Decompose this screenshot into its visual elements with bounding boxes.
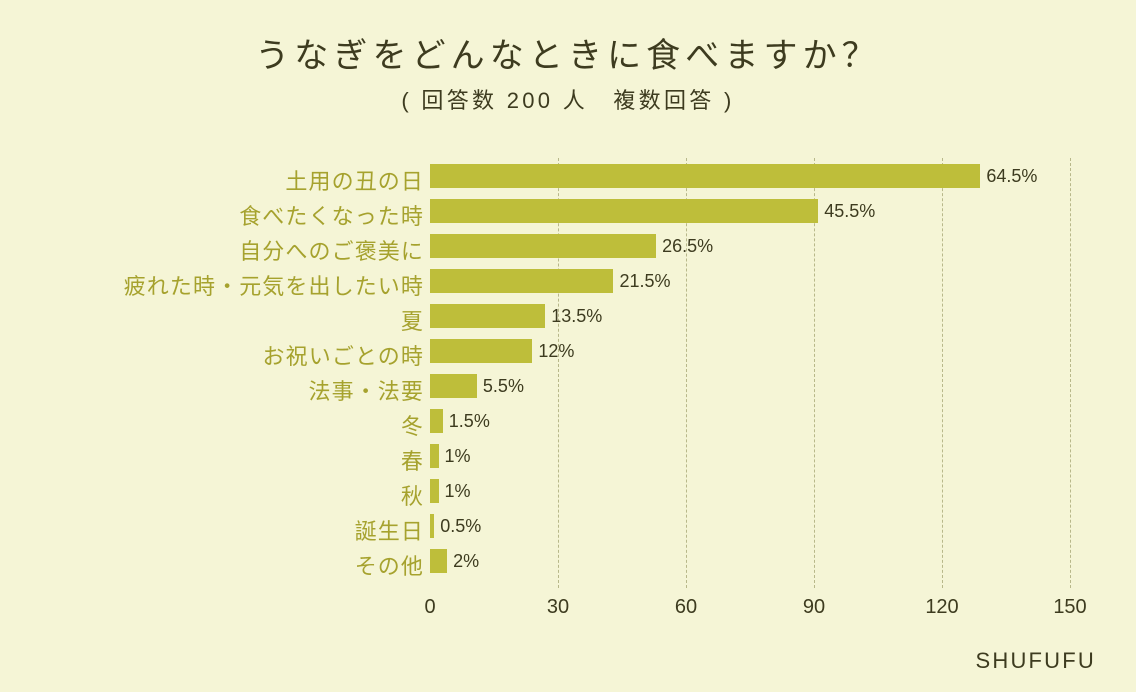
bar-row: 夏13.5% xyxy=(0,302,1136,330)
bar-row: 誕生日0.5% xyxy=(0,512,1136,540)
value-label: 5.5% xyxy=(483,376,524,397)
bar-row: 自分へのご褒美に26.5% xyxy=(0,232,1136,260)
category-label: 土用の丑の日 xyxy=(285,164,424,196)
x-tick-label: 0 xyxy=(424,596,435,619)
bar xyxy=(430,164,980,188)
chart-area: 土用の丑の日64.5%食べたくなった時45.5%自分へのご褒美に26.5%疲れた… xyxy=(0,158,1136,628)
category-label: 法事・法要 xyxy=(308,374,424,406)
bar xyxy=(430,234,656,258)
footer-credit: SHUFUFU xyxy=(975,648,1096,674)
category-label: 秋 xyxy=(401,479,424,511)
x-tick-label: 60 xyxy=(675,596,697,619)
category-label: 冬 xyxy=(401,409,424,441)
bar-row: 土用の丑の日64.5% xyxy=(0,162,1136,190)
bar-row: 秋1% xyxy=(0,477,1136,505)
value-label: 45.5% xyxy=(824,201,875,222)
bar xyxy=(430,199,818,223)
bar xyxy=(430,269,613,293)
bar xyxy=(430,479,439,503)
category-label: 誕生日 xyxy=(355,514,424,546)
x-tick-label: 30 xyxy=(547,596,569,619)
value-label: 2% xyxy=(453,551,479,572)
bar xyxy=(430,444,439,468)
bar xyxy=(430,549,447,573)
value-label: 1.5% xyxy=(449,411,490,432)
value-label: 12% xyxy=(538,341,574,362)
bar-row: 冬1.5% xyxy=(0,407,1136,435)
value-label: 26.5% xyxy=(662,236,713,257)
category-label: お祝いごとの時 xyxy=(263,339,424,371)
chart-subtitle: ( 回答数 200 人 複数回答 ) xyxy=(0,83,1136,115)
value-label: 13.5% xyxy=(551,306,602,327)
value-label: 21.5% xyxy=(619,271,670,292)
bar-row: 疲れた時・元気を出したい時21.5% xyxy=(0,267,1136,295)
value-label: 1% xyxy=(445,481,471,502)
x-tick-label: 120 xyxy=(925,596,958,619)
chart-title: うなぎをどんなときに食べますか？ xyxy=(0,28,1136,77)
x-tick-label: 90 xyxy=(803,596,825,619)
value-label: 64.5% xyxy=(986,166,1037,187)
bar-row: その他2% xyxy=(0,547,1136,575)
category-label: 食べたくなった時 xyxy=(239,199,424,231)
bar-row: 法事・法要5.5% xyxy=(0,372,1136,400)
bar-row: 春1% xyxy=(0,442,1136,470)
value-label: 1% xyxy=(445,446,471,467)
category-label: 疲れた時・元気を出したい時 xyxy=(124,269,424,301)
x-tick-label: 150 xyxy=(1053,596,1086,619)
bar xyxy=(430,339,532,363)
category-label: 夏 xyxy=(401,304,424,336)
bar xyxy=(430,374,477,398)
bar xyxy=(430,409,443,433)
bar-row: 食べたくなった時45.5% xyxy=(0,197,1136,225)
category-label: 自分へのご褒美に xyxy=(239,234,424,266)
bar xyxy=(430,514,434,538)
category-label: その他 xyxy=(355,549,424,581)
bar-row: お祝いごとの時12% xyxy=(0,337,1136,365)
bar xyxy=(430,304,545,328)
category-label: 春 xyxy=(401,444,424,476)
value-label: 0.5% xyxy=(440,516,481,537)
